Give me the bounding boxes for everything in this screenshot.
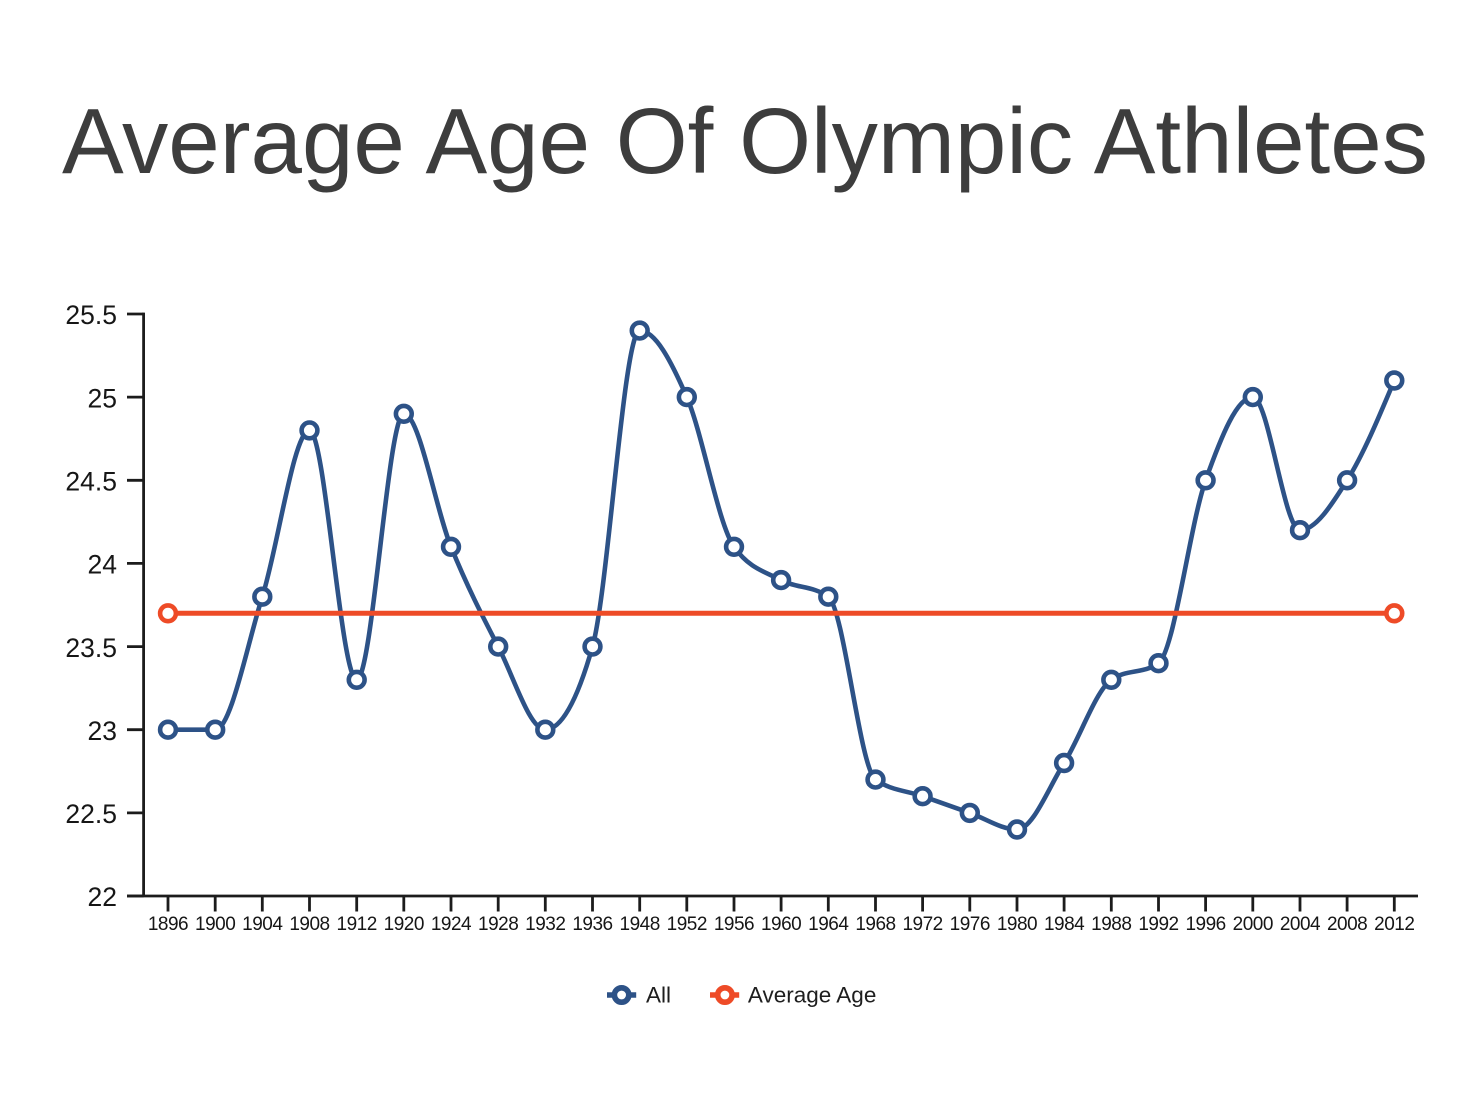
svg-text:1936: 1936: [572, 914, 612, 935]
svg-text:1956: 1956: [714, 914, 754, 935]
svg-text:1988: 1988: [1091, 914, 1131, 935]
svg-text:1952: 1952: [667, 914, 707, 935]
svg-text:1972: 1972: [902, 914, 942, 935]
svg-text:1920: 1920: [384, 914, 424, 935]
svg-text:1964: 1964: [808, 914, 849, 935]
svg-text:Average Age: Average Age: [748, 982, 876, 1007]
svg-text:23: 23: [88, 716, 117, 746]
svg-text:2012: 2012: [1374, 914, 1414, 935]
svg-text:2000: 2000: [1233, 914, 1273, 935]
svg-text:24: 24: [88, 550, 117, 580]
svg-text:1948: 1948: [620, 914, 660, 935]
svg-text:25.5: 25.5: [65, 300, 117, 330]
svg-text:1960: 1960: [761, 914, 801, 935]
svg-text:1996: 1996: [1185, 914, 1225, 935]
svg-text:Average Age Of Olympic Athlete: Average Age Of Olympic Athletes: [62, 89, 1428, 193]
svg-text:2008: 2008: [1327, 914, 1367, 935]
svg-text:25: 25: [88, 383, 117, 413]
svg-text:1908: 1908: [289, 914, 329, 935]
svg-text:1976: 1976: [950, 914, 990, 935]
svg-text:1912: 1912: [337, 914, 377, 935]
svg-text:24.5: 24.5: [65, 467, 117, 497]
svg-text:1928: 1928: [478, 914, 518, 935]
svg-text:23.5: 23.5: [65, 633, 117, 663]
svg-text:2004: 2004: [1280, 914, 1321, 935]
svg-text:1932: 1932: [525, 914, 565, 935]
svg-text:1896: 1896: [148, 914, 188, 935]
svg-text:All: All: [646, 982, 671, 1007]
svg-text:1900: 1900: [195, 914, 235, 935]
svg-text:22: 22: [88, 882, 117, 912]
svg-text:22.5: 22.5: [65, 799, 117, 829]
svg-text:1924: 1924: [431, 914, 472, 935]
svg-text:1968: 1968: [855, 914, 895, 935]
svg-text:1992: 1992: [1138, 914, 1178, 935]
svg-text:1980: 1980: [997, 914, 1037, 935]
svg-text:1984: 1984: [1044, 914, 1085, 935]
svg-text:1904: 1904: [242, 914, 283, 935]
